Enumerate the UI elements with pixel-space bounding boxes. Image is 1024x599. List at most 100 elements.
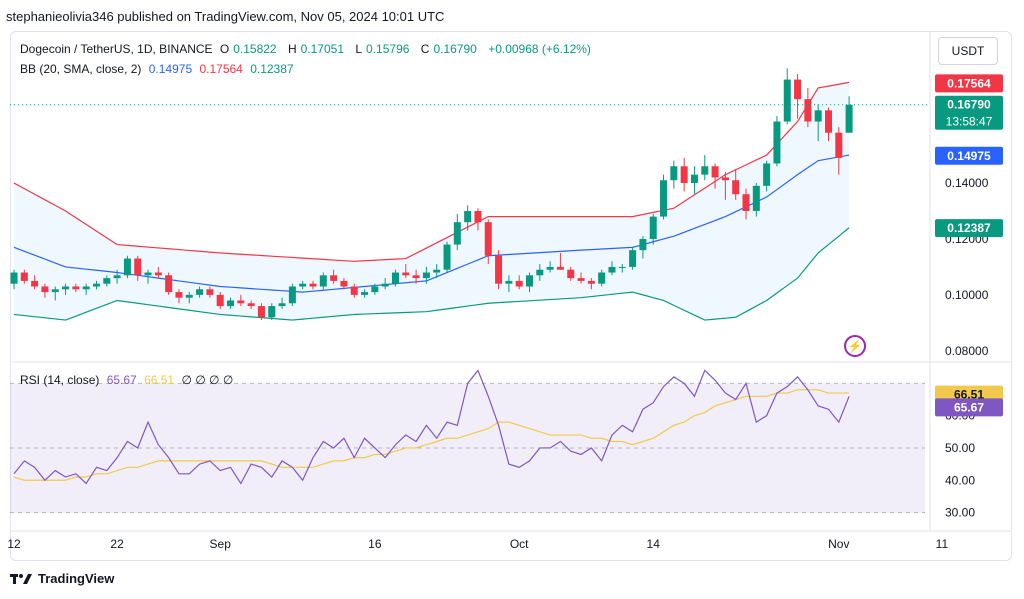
high-label: H 0.17051 <box>287 42 345 56</box>
symbol-label[interactable]: Dogecoin / TetherUS, 1D, BINANCE <box>20 42 213 56</box>
candle-body <box>824 110 832 133</box>
candle-body <box>536 269 544 276</box>
candle-body <box>814 110 822 122</box>
candle-body <box>773 121 781 164</box>
candle-body <box>381 283 389 287</box>
candle-body <box>763 163 771 186</box>
bb-upper-line <box>13 81 850 262</box>
candle-body <box>402 272 410 276</box>
candle-body <box>278 303 286 307</box>
candle-body <box>41 286 49 293</box>
basis-price-tag-bg <box>935 146 1003 165</box>
candle-body <box>742 194 750 211</box>
candle-body <box>237 300 245 304</box>
lightning-icon[interactable]: ⚡ <box>844 335 866 357</box>
price-legend: Dogecoin / TetherUS, 1D, BINANCE O 0.1582… <box>20 42 595 56</box>
candle-body <box>154 272 162 276</box>
brand-name: TradingView <box>38 571 115 586</box>
rsi-legend[interactable]: RSI (14, close) 65.67 66.51 ∅ ∅ ∅ ∅ <box>20 373 237 387</box>
candle-body <box>701 166 709 175</box>
basis-price-tag: 0.14975 <box>947 149 991 163</box>
candle-body <box>350 286 358 295</box>
candle-body <box>711 166 719 178</box>
candle-body <box>598 272 606 284</box>
bb-basis-line <box>13 154 850 293</box>
time-tick-label: 22 <box>110 537 124 551</box>
candle-body <box>608 266 616 273</box>
close-label: C 0.16790 <box>420 42 477 56</box>
candle-body <box>804 99 812 122</box>
bb-label: BB (20, SMA, close, 2) <box>20 62 142 76</box>
open-label: O 0.15822 <box>219 42 277 56</box>
time-tick-label: Oct <box>510 537 529 551</box>
rsi-line <box>13 369 850 485</box>
change-label: +0.00968 (+6.12%) <box>488 42 591 56</box>
candle-body <box>82 286 90 290</box>
candle-body <box>371 286 379 293</box>
time-tick-label: 14 <box>647 537 661 551</box>
candle-body <box>144 272 152 276</box>
upper-price-tag-bg <box>935 74 1003 93</box>
candle-body <box>639 238 647 251</box>
candle-body <box>10 272 18 284</box>
candle-body <box>670 166 678 181</box>
rsi-label: RSI (14, close) <box>20 373 100 387</box>
close-price-tag-bg <box>935 95 1003 130</box>
candle-body <box>556 266 564 270</box>
candle-body <box>92 283 100 287</box>
bb-legend[interactable]: BB (20, SMA, close, 2) 0.14975 0.17564 0… <box>20 62 298 76</box>
rsi-ma-line <box>13 389 850 481</box>
bb-upper-value: 0.17564 <box>199 62 243 76</box>
candle-body <box>794 79 802 100</box>
lower-price-tag: 0.12387 <box>947 221 991 235</box>
bb-lower-value: 0.12387 <box>250 62 294 76</box>
candle-body <box>288 286 296 304</box>
candle-body <box>340 280 348 287</box>
rsi-placeholders: ∅ ∅ ∅ ∅ <box>181 373 234 387</box>
candle-body <box>361 292 369 295</box>
price-tick-label: 0.10000 <box>945 288 989 302</box>
rsi-tag-bg <box>935 398 1003 417</box>
candle-body <box>257 306 265 318</box>
time-tick-label: Sep <box>210 537 232 551</box>
bb-fill-area <box>14 82 850 321</box>
low-label: L 0.15796 <box>355 42 410 56</box>
candle-body <box>474 211 482 223</box>
publisher-caption: stephanieolivia346 published on TradingV… <box>6 9 445 24</box>
bb-lower-line <box>13 227 850 321</box>
candle-body <box>505 280 513 284</box>
candle-body <box>227 300 235 307</box>
candle-body <box>72 286 80 290</box>
candle-body <box>618 266 626 268</box>
time-tick-label: 16 <box>368 537 382 551</box>
candle-body <box>433 269 441 273</box>
candle-body <box>567 269 575 279</box>
candle-body <box>216 294 224 307</box>
candle-body <box>330 275 338 281</box>
countdown-tag: 13:58:47 <box>946 115 993 129</box>
candle-body <box>515 280 523 287</box>
chart-frame[interactable] <box>10 31 1012 561</box>
close-price-tag: 0.16790 <box>947 98 991 112</box>
tradingview-logo-icon <box>10 573 32 584</box>
candle-body <box>649 216 657 239</box>
candle-body <box>247 303 255 307</box>
candle-body <box>690 174 698 184</box>
time-tick-label: Nov <box>828 537 849 551</box>
candle-body <box>484 222 492 256</box>
tradingview-logo: TradingView <box>10 571 114 586</box>
lower-price-tag-bg <box>935 219 1003 238</box>
candle-body <box>526 275 533 287</box>
candle-body <box>185 294 193 298</box>
candle-body <box>196 289 204 295</box>
price-tick-label: 0.14000 <box>945 176 989 190</box>
candle-body <box>206 289 214 295</box>
currency-button[interactable]: USDT <box>938 37 998 65</box>
candle-body <box>577 278 585 281</box>
rsi-tick-label: 30.00 <box>945 506 975 520</box>
candle-body <box>443 244 451 270</box>
candle-body <box>391 272 399 284</box>
candle-body <box>20 272 28 281</box>
candle-body <box>422 272 430 279</box>
